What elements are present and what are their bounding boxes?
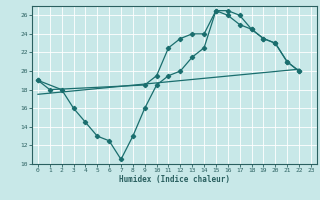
X-axis label: Humidex (Indice chaleur): Humidex (Indice chaleur) — [119, 175, 230, 184]
